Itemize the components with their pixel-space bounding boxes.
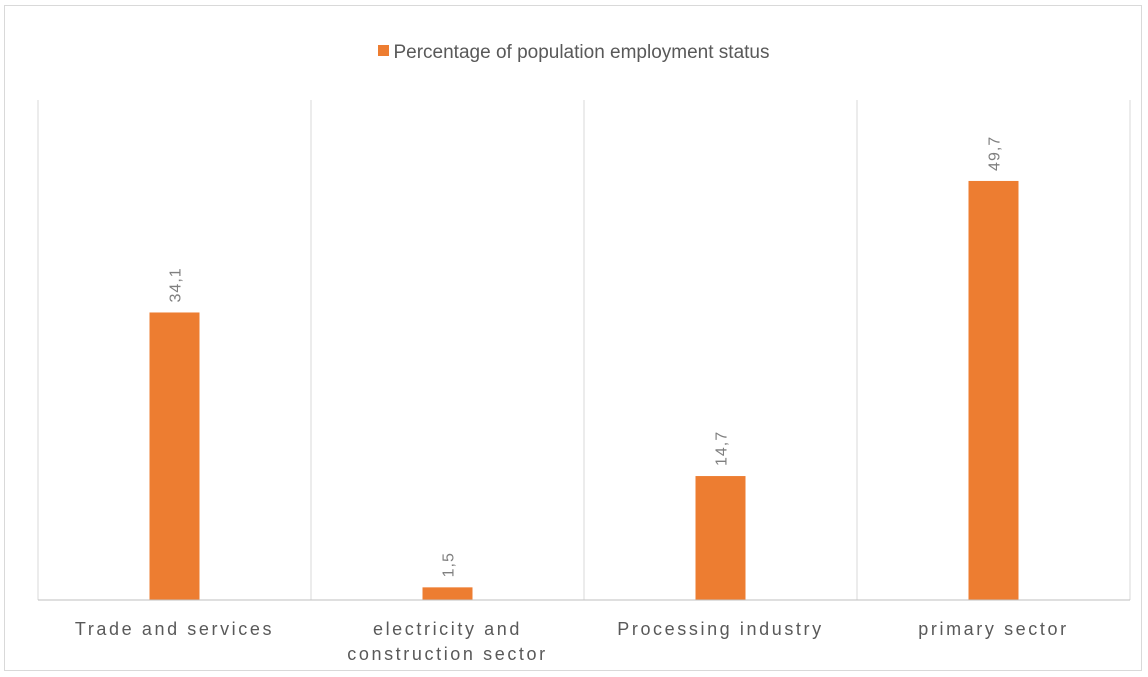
- category-label-trade-and-services: Trade and services: [74, 619, 275, 639]
- bar-1: [422, 587, 473, 600]
- category-label-processing-industry: Processing industry: [617, 619, 824, 639]
- bar-3: [968, 180, 1019, 601]
- legend: Percentage of population employment stat…: [0, 42, 1148, 64]
- data-label-0: 34,1: [168, 267, 185, 302]
- bar-0: [149, 312, 200, 600]
- data-label-1: 1,5: [441, 552, 458, 577]
- data-label-3: 49,7: [987, 136, 1004, 171]
- data-label-2: 14,7: [714, 431, 731, 466]
- legend-swatch: [378, 45, 390, 57]
- category-label-primary-sector: primary sector: [918, 619, 1069, 639]
- legend-label: Percentage of population employment stat…: [393, 42, 770, 63]
- category-label-electricity-and-construction-sector: electricity and construction sector: [347, 619, 548, 664]
- bar-2: [695, 476, 746, 600]
